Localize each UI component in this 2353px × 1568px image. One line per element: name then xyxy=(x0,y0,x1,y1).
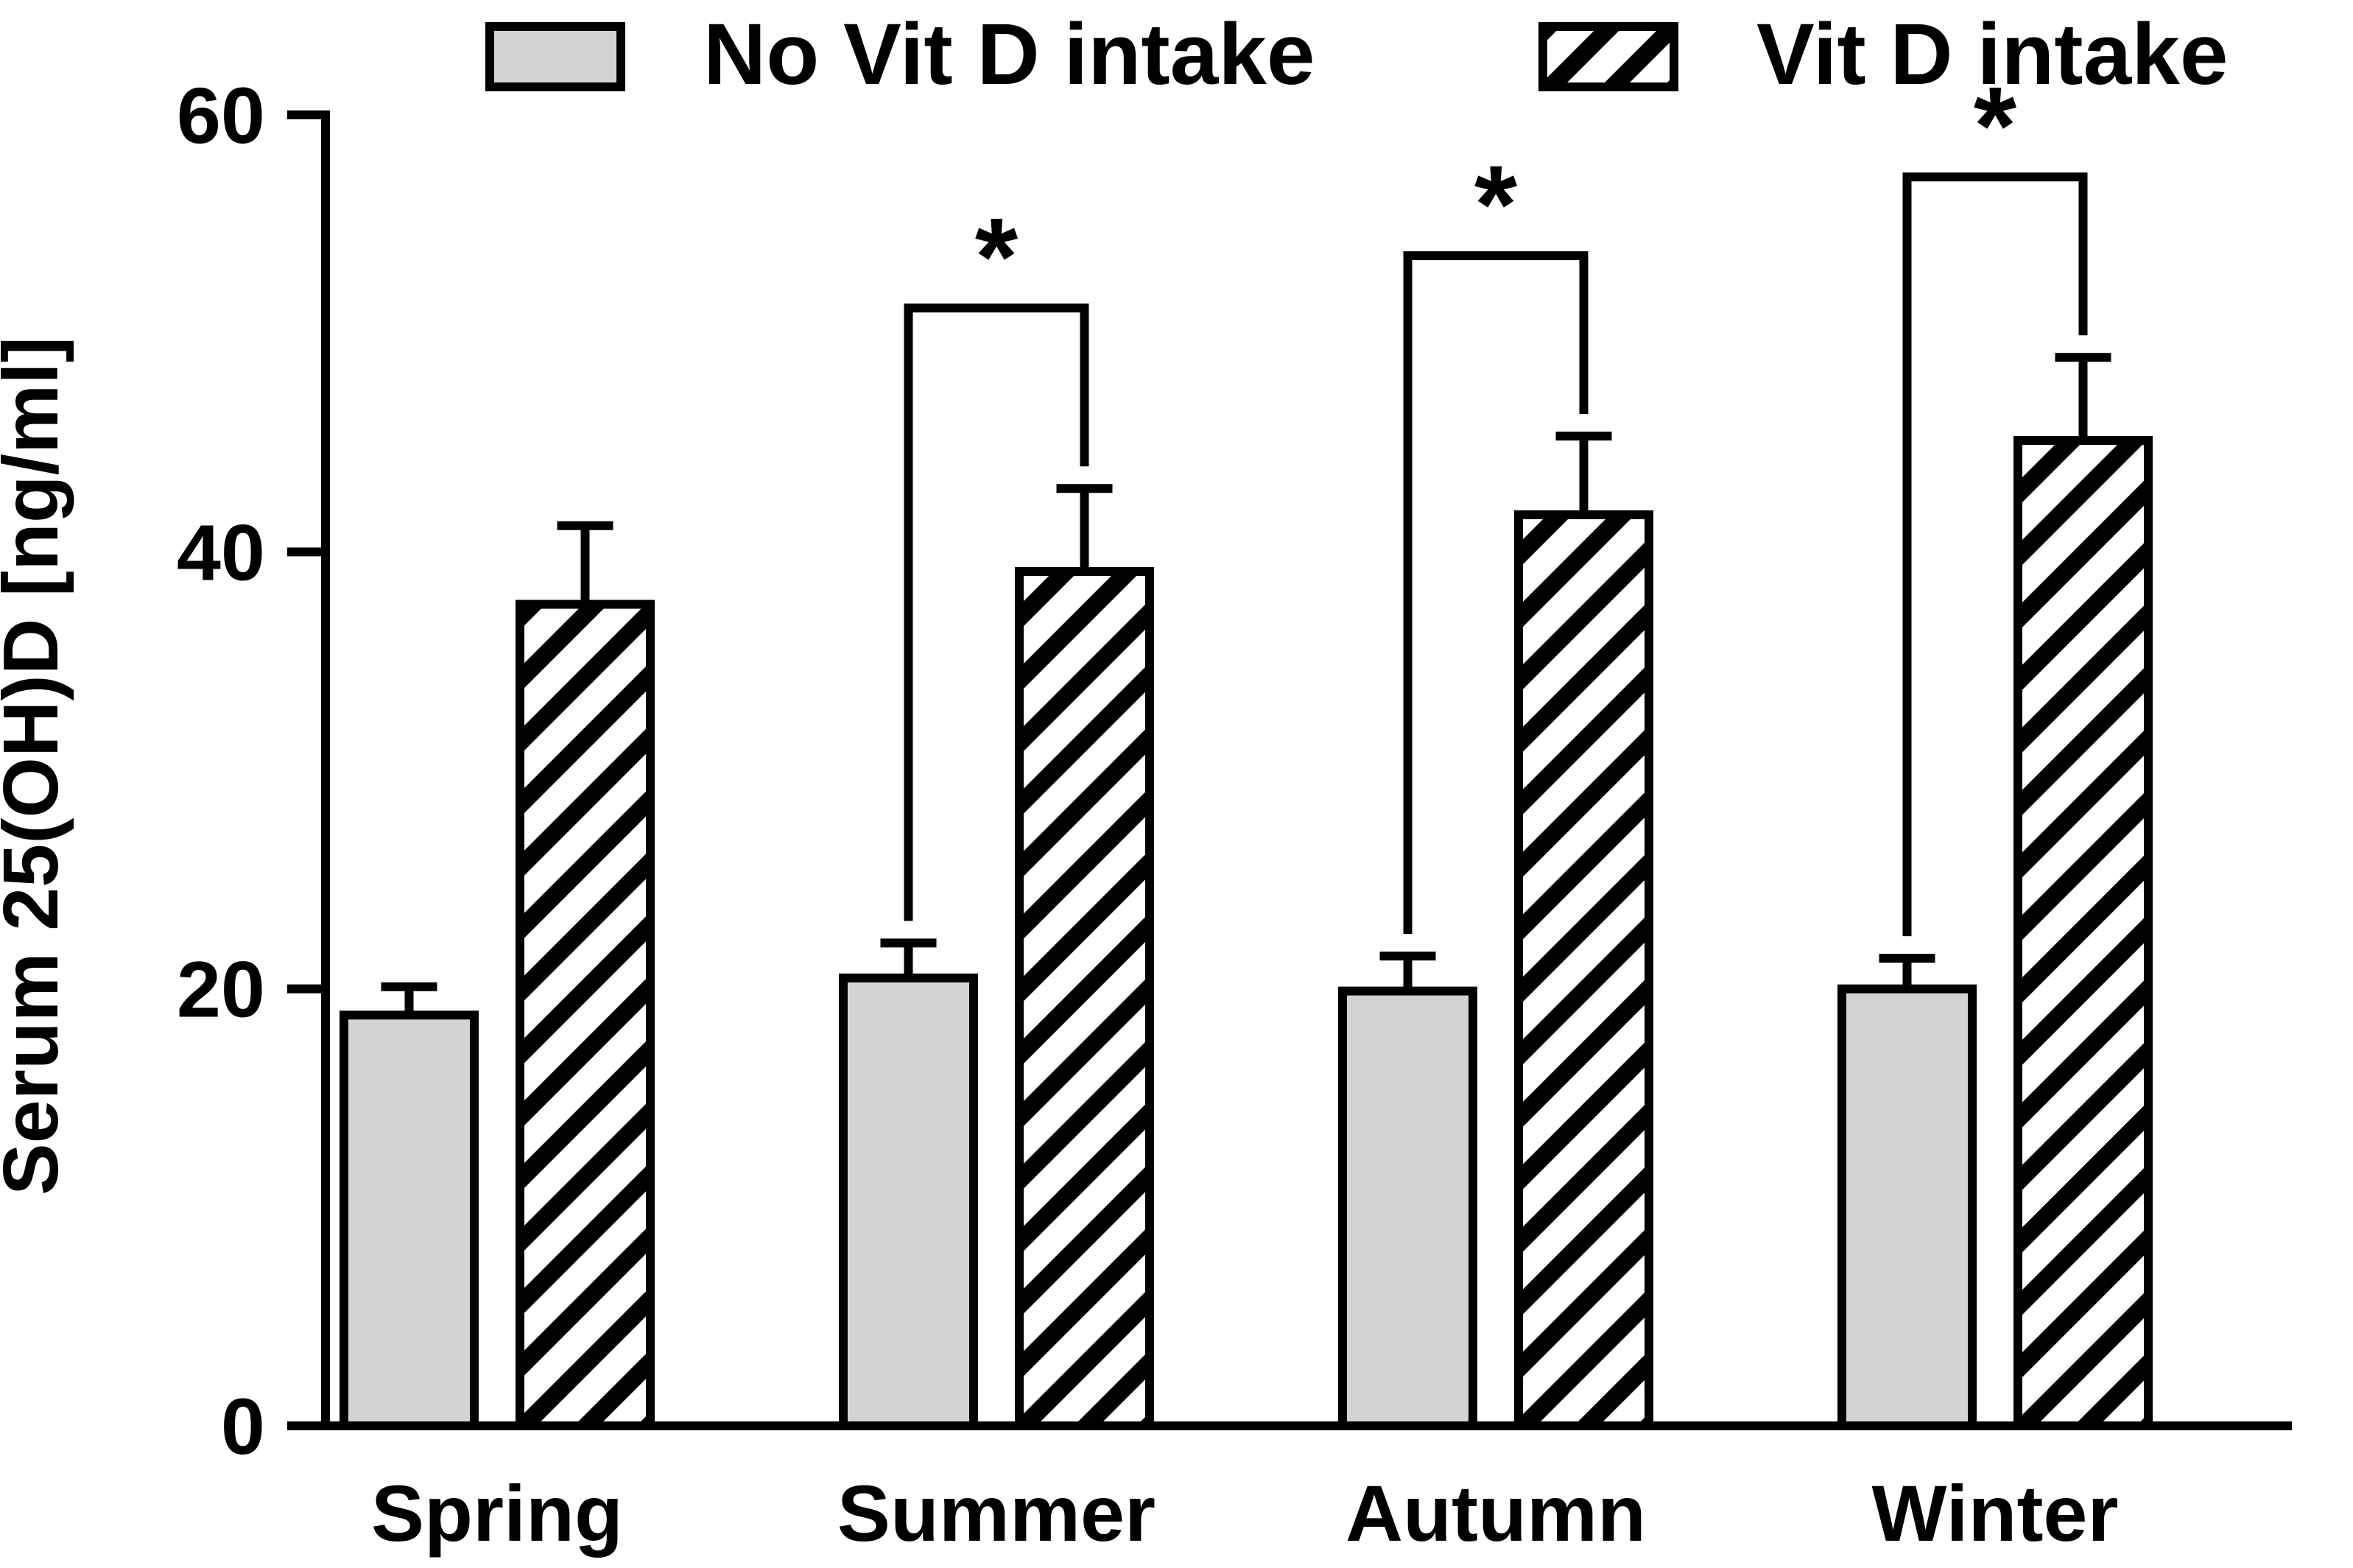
error-bars-group xyxy=(381,353,2111,1016)
x-tick-label-summer: Summer xyxy=(837,1469,1156,1558)
y-tick-label-0: 0 xyxy=(221,1382,265,1471)
x-tick-label-autumn: Autumn xyxy=(1346,1469,1646,1558)
significance-bracket-summer xyxy=(904,303,1089,921)
y-tick-label-60: 60 xyxy=(177,71,265,160)
bar-winter-vit-d-intake xyxy=(2013,436,2153,1430)
bars-group xyxy=(340,436,2153,1431)
bar-autumn-vit-d-intake xyxy=(1514,510,1653,1430)
significance-bracket-autumn xyxy=(1403,251,1589,935)
significance-marker-winter: * xyxy=(1974,63,2017,187)
bar-spring-vit-d-intake xyxy=(516,600,655,1430)
y-axis-label: Serum 25(OH)D [ng/ml] xyxy=(0,337,74,1195)
significance-marker-summer: * xyxy=(975,194,1019,318)
bar-summer-no-vit-d-intake xyxy=(839,973,978,1431)
significance-group: * * * xyxy=(904,63,2088,937)
bar-spring-no-vit-d-intake xyxy=(340,1010,479,1431)
legend-label-vit-d-intake: Vit D intake xyxy=(1756,6,2228,103)
legend-label-no-vit-d-intake: No Vit D intake xyxy=(703,6,1315,103)
y-tick-label-40: 40 xyxy=(177,507,265,597)
y-tick-label-20: 20 xyxy=(177,945,265,1034)
x-tick-label-winter: Winter xyxy=(1871,1469,2118,1558)
tick-labels-group: Spring Summer Autumn Winter 0 20 40 60 xyxy=(177,71,2119,1558)
legend-swatch-no-vit-d-intake xyxy=(485,22,625,91)
legend: No Vit D intake Vit D intake xyxy=(485,6,2228,103)
bar-summer-vit-d-intake xyxy=(1015,567,1154,1430)
significance-bracket-winter xyxy=(1902,172,2088,937)
significance-marker-autumn: * xyxy=(1474,142,1518,266)
axes-group xyxy=(287,110,2292,1430)
legend-swatch-vit-d-intake xyxy=(1538,22,1678,91)
x-tick-label-spring: Spring xyxy=(371,1469,623,1558)
bar-autumn-no-vit-d-intake xyxy=(1338,986,1477,1430)
bar-winter-no-vit-d-intake xyxy=(1837,984,1977,1430)
